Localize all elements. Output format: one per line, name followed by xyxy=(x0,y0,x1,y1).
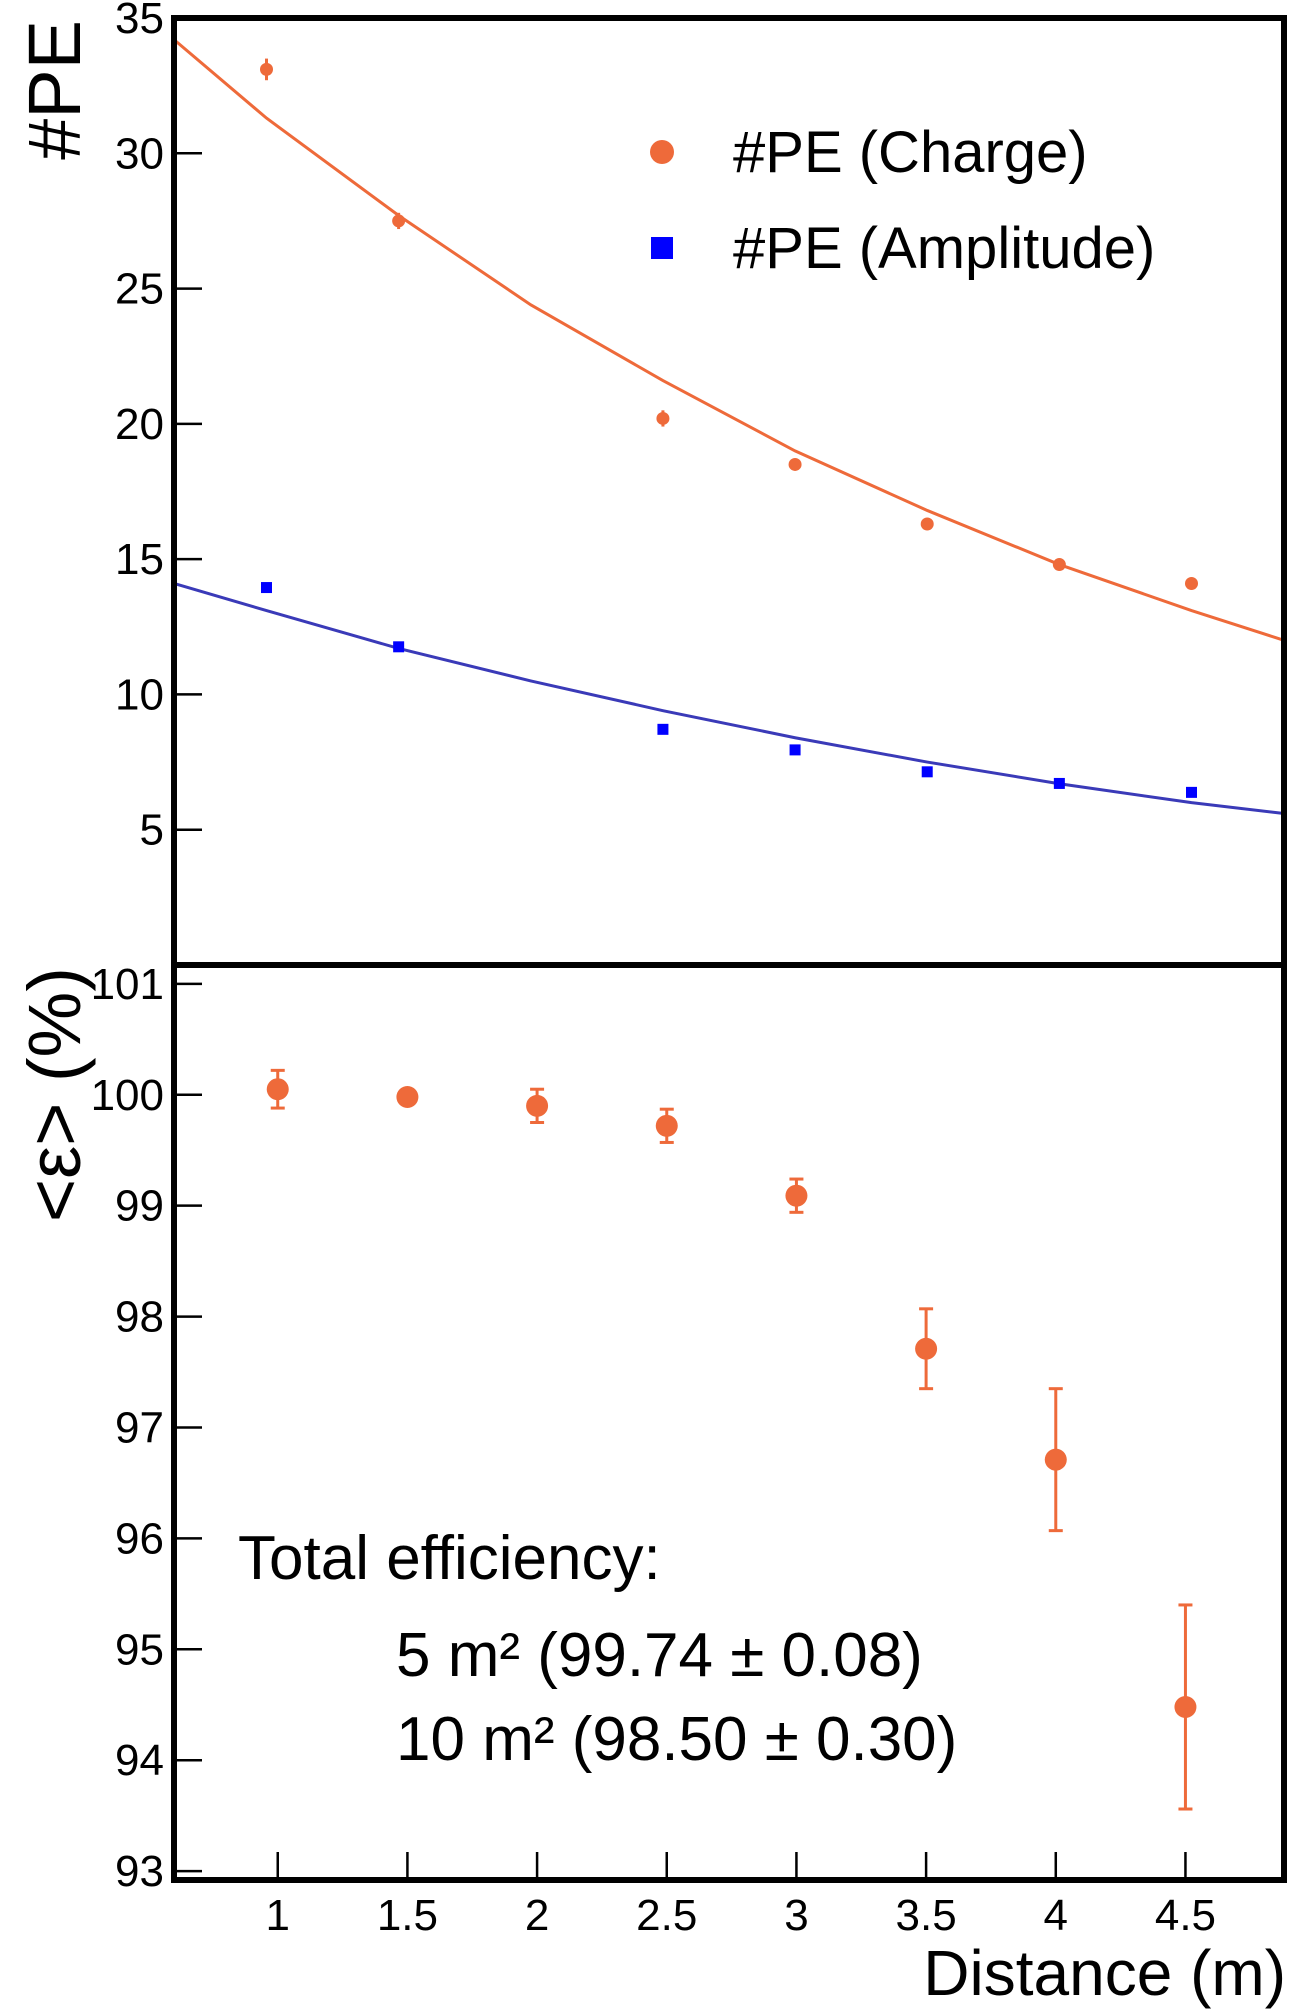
annotation: 10 m² (98.50 ± 0.30) xyxy=(396,1705,957,1774)
data-point xyxy=(393,641,405,653)
data-point xyxy=(396,1085,419,1108)
y-tick-label: 35 xyxy=(115,0,164,43)
data-point xyxy=(920,517,934,531)
x-tick-label: 3.5 xyxy=(896,1891,957,1940)
data-point xyxy=(1186,786,1197,798)
data-point xyxy=(915,1337,938,1360)
data-point xyxy=(789,744,801,756)
legend-label: #PE (Charge) xyxy=(733,120,1088,185)
x-tick-label: 2.5 xyxy=(636,1891,697,1940)
y-axis-title: #PE xyxy=(13,20,96,160)
y-axis-title: <ε> (%) xyxy=(13,967,96,1222)
legend-label: #PE (Amplitude) xyxy=(733,216,1155,281)
y-tick-label: 96 xyxy=(115,1514,164,1563)
data-point xyxy=(656,411,670,425)
annotation: Total efficiency: xyxy=(238,1524,661,1593)
x-tick-label: 2 xyxy=(525,1891,549,1940)
y-tick-label: 99 xyxy=(115,1182,164,1231)
y-tick-label: 10 xyxy=(115,670,164,719)
y-tick-label: 95 xyxy=(115,1625,164,1674)
y-tick-label: 20 xyxy=(115,400,164,449)
y-tick-label: 101 xyxy=(91,960,164,1009)
data-point xyxy=(1174,1695,1197,1718)
x-tick-label: 3 xyxy=(784,1891,808,1940)
data-point xyxy=(655,1114,678,1137)
data-point xyxy=(260,62,273,76)
y-tick-label: 100 xyxy=(91,1071,164,1120)
x-axis-title: Distance (m) xyxy=(923,1937,1286,2009)
fit-curve xyxy=(173,38,1285,642)
frame xyxy=(171,962,1287,1883)
x-tick-label: 1.5 xyxy=(377,1891,438,1940)
fit-curve xyxy=(173,582,1285,815)
data-point xyxy=(261,582,272,594)
y-tick-label: 94 xyxy=(115,1736,164,1785)
data-point xyxy=(1053,777,1065,789)
legend-marker xyxy=(650,140,674,164)
y-tick-label: 15 xyxy=(115,535,164,584)
x-tick-label: 4 xyxy=(1044,1891,1068,1940)
x-tick-label: 1 xyxy=(265,1891,289,1940)
data-point xyxy=(392,214,406,228)
y-tick-label: 98 xyxy=(115,1293,164,1342)
y-tick-label: 93 xyxy=(115,1847,164,1896)
data-point xyxy=(1052,558,1066,572)
data-point xyxy=(921,766,933,778)
y-tick-label: 30 xyxy=(115,129,164,178)
data-point xyxy=(657,723,669,735)
data-point xyxy=(1044,1448,1067,1471)
y-tick-label: 25 xyxy=(115,265,164,314)
annotation: 5 m² (99.74 ± 0.08) xyxy=(396,1621,923,1690)
data-point xyxy=(266,1078,289,1101)
x-tick-label: 4.5 xyxy=(1155,1891,1216,1940)
y-tick-label: 5 xyxy=(140,806,164,855)
y-tick-label: 97 xyxy=(115,1403,164,1452)
legend-marker xyxy=(651,237,673,259)
data-point xyxy=(1185,576,1198,590)
frame xyxy=(171,15,1287,968)
data-point xyxy=(788,457,802,471)
data-point xyxy=(785,1184,808,1207)
data-point xyxy=(526,1094,549,1117)
